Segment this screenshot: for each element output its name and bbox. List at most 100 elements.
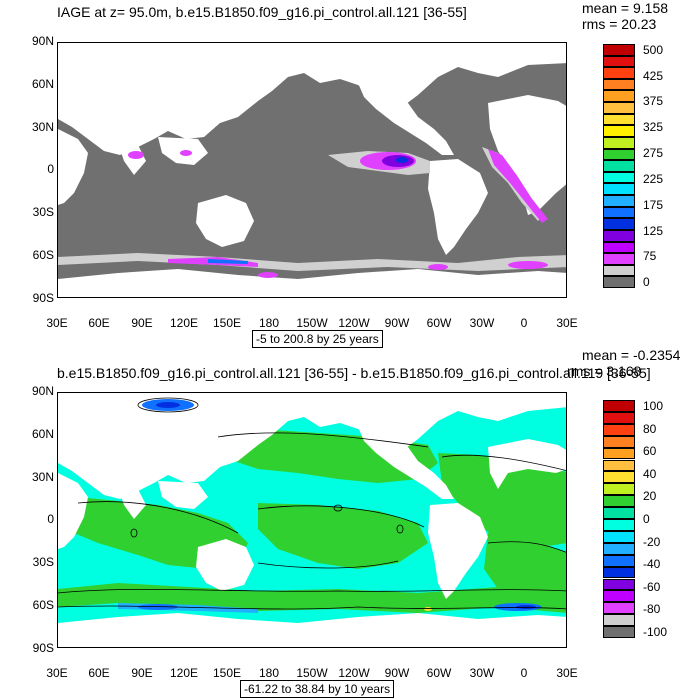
colorbar-swatch <box>603 55 635 68</box>
colorbar-label: 100 <box>643 398 664 413</box>
bottom-contour-line <box>77 501 239 534</box>
bottom-contour-loop <box>333 504 343 512</box>
bottom-colorbar <box>603 400 635 638</box>
top-land-africa-right <box>488 95 566 215</box>
top-land-namerica <box>358 83 454 155</box>
colorbar-swatch <box>603 578 635 591</box>
top-lon-label: 30E <box>46 316 68 330</box>
colorbar-swatch <box>603 554 635 567</box>
colorbar-label: 225 <box>643 171 664 186</box>
colorbar-label: 20 <box>643 489 657 504</box>
top-lon-label: 120E <box>169 316 199 330</box>
colorbar-label: 275 <box>643 146 664 161</box>
top-patch-south3 <box>428 264 448 270</box>
bottom-rms-stat: rms = 3.168 <box>567 363 642 379</box>
colorbar-swatch <box>603 125 635 137</box>
bottom-south-yellow <box>424 607 432 611</box>
colorbar-swatch <box>603 44 635 56</box>
top-lon-label: 180 <box>258 316 280 330</box>
colorbar-swatch <box>603 471 635 484</box>
colorbar-swatch <box>603 195 635 207</box>
colorbar-label: -80 <box>643 602 661 617</box>
bottom-lat-label: 90N <box>31 384 54 398</box>
bottom-contour-loop <box>396 524 404 534</box>
colorbar-swatch <box>603 542 635 555</box>
bottom-lon-label: 30E <box>556 666 578 680</box>
colorbar-swatch <box>603 602 635 615</box>
bottom-south-darkblue <box>516 605 536 609</box>
bottom-lon-label: 60W <box>426 666 452 680</box>
top-land-australia <box>196 195 254 247</box>
colorbar-swatch <box>603 459 635 472</box>
colorbar-swatch <box>603 435 635 448</box>
colorbar-swatch <box>603 241 635 254</box>
top-rms-stat: rms = 20.23 <box>582 16 657 32</box>
colorbar-label: 0 <box>643 275 650 290</box>
colorbar-swatch <box>603 171 635 184</box>
top-land-north <box>58 43 566 155</box>
colorbar-swatch <box>603 519 635 531</box>
colorbar-swatch <box>603 495 635 508</box>
colorbar-label: 40 <box>643 466 657 481</box>
colorbar-swatch <box>603 78 635 91</box>
top-patch-south4 <box>508 261 548 269</box>
bottom-mean-stat: mean = -0.2354 <box>582 347 681 363</box>
colorbar-swatch <box>603 400 635 412</box>
bottom-green-atlantic <box>438 453 566 549</box>
bottom-lon-label: 150E <box>212 666 242 680</box>
bottom-arctic-darkblue <box>156 402 180 408</box>
colorbar-swatch <box>603 483 635 496</box>
top-lat-label: 30N <box>31 120 54 134</box>
colorbar-label: 80 <box>643 421 657 436</box>
bottom-map-canvas <box>58 393 566 647</box>
top-lon-label: 90W <box>384 316 410 330</box>
bottom-contour-line <box>58 588 566 594</box>
top-lon-label: 0 <box>520 316 528 330</box>
bottom-land-africa-left <box>58 473 88 549</box>
bottom-contour-line <box>441 454 566 471</box>
bottom-contour-loop <box>137 397 199 413</box>
bottom-contour-line <box>217 432 429 448</box>
colorbar-swatch <box>603 447 635 460</box>
top-lat-label: 30S <box>32 205 54 219</box>
colorbar-label: -100 <box>643 625 668 640</box>
top-lat-label: 90N <box>31 34 54 48</box>
top-patch-eqpacific-blue <box>396 157 408 163</box>
bottom-contour-line <box>257 560 399 569</box>
colorbar-label: 375 <box>643 94 664 109</box>
top-land-antarctica <box>58 269 566 297</box>
top-lon-label: 60E <box>88 316 110 330</box>
bottom-land-samerica <box>428 503 488 599</box>
colorbar-swatch <box>603 264 635 277</box>
top-map-title: IAGE at z= 95.0m, b.e15.B1850.f09_g16.pi… <box>57 4 467 20</box>
top-lon-label: 120W <box>338 316 370 330</box>
bottom-land-seasia <box>158 481 208 509</box>
bottom-lat-label: 30N <box>31 470 54 484</box>
bottom-lon-label: 120E <box>169 666 199 680</box>
colorbar-label: -20 <box>643 534 661 549</box>
top-map-plot <box>57 42 567 298</box>
colorbar-label: 325 <box>643 120 664 135</box>
top-patch-south2 <box>258 272 278 278</box>
bottom-contour-line <box>257 505 425 528</box>
colorbar-label: 125 <box>643 223 664 238</box>
colorbar-label: -60 <box>643 579 661 594</box>
bottom-map-plot <box>57 392 567 648</box>
colorbar-swatch <box>603 148 635 161</box>
bottom-lon-label: 120W <box>338 666 370 680</box>
top-lon-label: 30W <box>469 316 495 330</box>
bottom-lon-label: 180 <box>258 666 280 680</box>
bottom-lon-label: 150W <box>296 666 328 680</box>
colorbar-swatch <box>603 507 635 519</box>
bottom-contours <box>58 397 566 610</box>
top-lat-label: 90S <box>32 291 54 305</box>
top-range-label: -5 to 200.8 by 25 years <box>252 330 383 348</box>
top-map-canvas <box>58 43 566 297</box>
colorbar-swatch <box>603 590 635 603</box>
colorbar-swatch <box>603 626 635 638</box>
bottom-lat-label: 90S <box>32 641 54 655</box>
colorbar-swatch <box>603 423 635 436</box>
bottom-lat-label: 60S <box>32 598 54 612</box>
top-lat-label: 60S <box>32 248 54 262</box>
top-lon-label: 60W <box>426 316 452 330</box>
